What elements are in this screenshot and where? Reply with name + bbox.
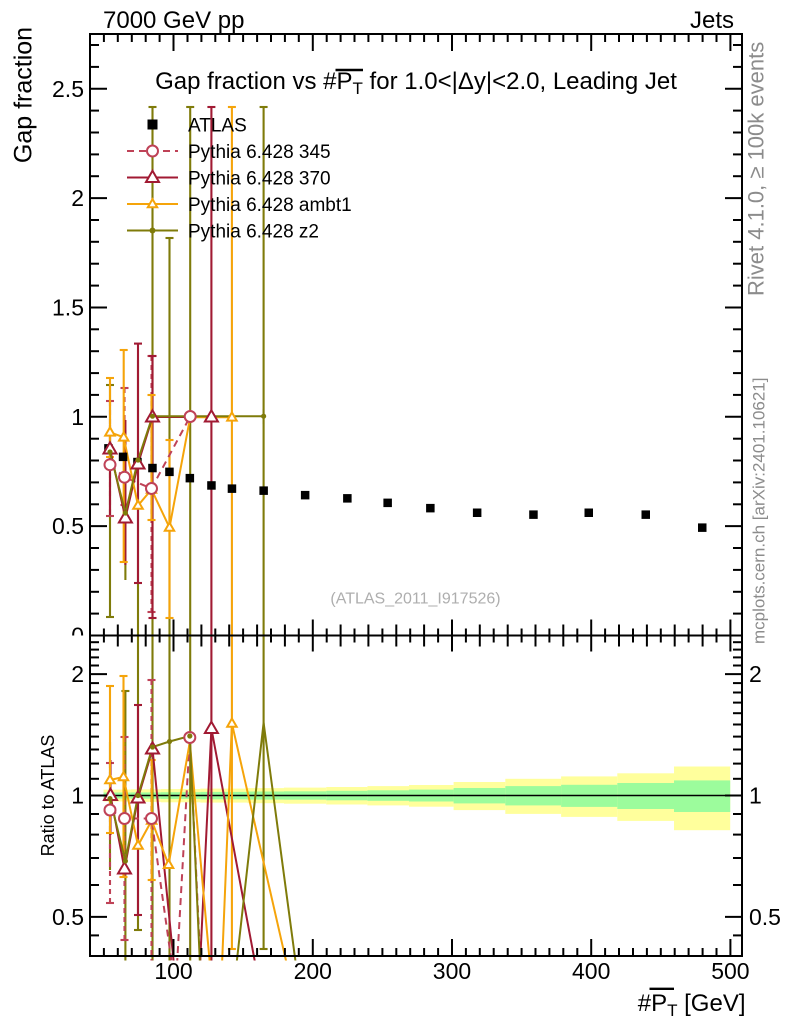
svg-text:0.5: 0.5 (52, 904, 84, 930)
svg-text:Pythia 6.428 z2: Pythia 6.428 z2 (188, 222, 319, 243)
svg-text:300: 300 (433, 958, 471, 984)
svg-text:ATLAS: ATLAS (188, 116, 247, 137)
svg-text:1: 1 (71, 404, 84, 430)
svg-text:Rivet 4.1.0, ≥ 100k events: Rivet 4.1.0, ≥ 100k events (744, 42, 769, 296)
svg-text:Ratio to ATLAS: Ratio to ATLAS (38, 735, 58, 857)
svg-text:Pythia 6.428 345: Pythia 6.428 345 (188, 142, 331, 163)
svg-text:1.5: 1.5 (52, 294, 84, 320)
svg-text:Gap fraction vs #PT for 1.0<|Δ: Gap fraction vs #PT for 1.0<|Δy|<2.0, Le… (155, 68, 677, 98)
svg-text:0.5: 0.5 (52, 513, 84, 539)
svg-text:2: 2 (749, 661, 762, 687)
svg-text:(ATLAS_2011_I917526): (ATLAS_2011_I917526) (330, 591, 500, 608)
svg-text:2.5: 2.5 (52, 76, 84, 102)
svg-text:1: 1 (749, 783, 762, 809)
svg-text:2: 2 (71, 185, 84, 211)
svg-text:500: 500 (711, 958, 749, 984)
svg-text:0: 0 (71, 623, 84, 649)
svg-text:Pythia 6.428 370: Pythia 6.428 370 (188, 169, 331, 190)
svg-text:#PT [GeV]: #PT [GeV] (638, 990, 746, 1020)
svg-text:100: 100 (154, 958, 192, 984)
svg-text:7000 GeV pp: 7000 GeV pp (103, 7, 244, 34)
svg-text:2: 2 (71, 661, 84, 687)
svg-text:Gap fraction: Gap fraction (10, 27, 38, 163)
svg-text:400: 400 (572, 958, 610, 984)
svg-text:200: 200 (294, 958, 332, 984)
svg-text:Jets: Jets (690, 7, 734, 34)
svg-text:Pythia 6.428 ambt1: Pythia 6.428 ambt1 (188, 195, 352, 216)
svg-text:1: 1 (71, 783, 84, 809)
svg-text:mcplots.cern.ch [arXiv:2401.10: mcplots.cern.ch [arXiv:2401.10621] (750, 378, 769, 644)
svg-text:0.5: 0.5 (749, 904, 781, 930)
